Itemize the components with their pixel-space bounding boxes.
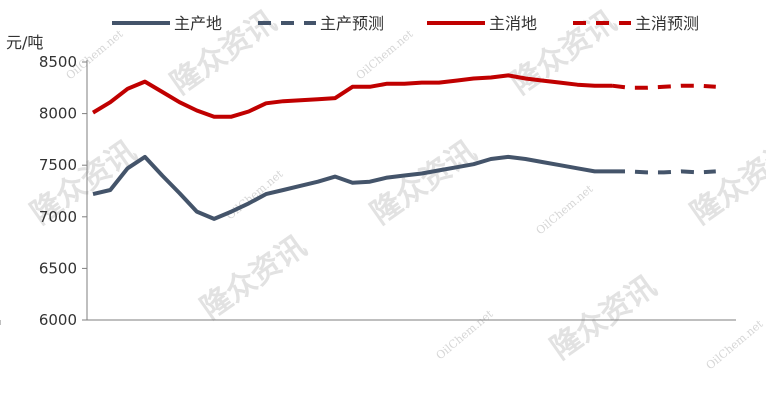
series-line-1	[92, 154, 612, 221]
watermark-subtext: OilChem.net	[224, 167, 286, 222]
series-line-2	[612, 169, 716, 175]
y-tick-label: 6500	[39, 259, 77, 277]
y-tick-label: 8000	[39, 105, 77, 123]
series-group	[91, 73, 716, 221]
watermark-subtext: OilChem.net	[704, 317, 766, 372]
watermark-subtext: OilChem.net	[354, 27, 416, 82]
series-line-3	[91, 73, 612, 119]
watermark-subtext: OilChem.net	[434, 307, 496, 362]
y-tick-label: 7000	[39, 208, 77, 226]
legend-label-3: 主消地	[489, 14, 537, 33]
y-tick-label: 6000	[39, 311, 77, 329]
y-tick-label: 7500	[39, 156, 77, 174]
axes: 6000650070007500800085002022/3/82022/3/1…	[0, 53, 736, 329]
y-axis-label: 元/吨	[6, 33, 43, 52]
watermark-text: 隆众资讯	[195, 229, 313, 326]
y-tick-label: 8500	[39, 53, 77, 71]
legend-label-4: 主消预测	[635, 14, 699, 33]
watermark-text: 隆众资讯	[685, 134, 766, 231]
watermark-subtext: OilChem.net	[534, 182, 596, 237]
watermark-text: 隆众资讯	[365, 134, 483, 231]
watermark-text: 隆众资讯	[545, 269, 663, 366]
series-line-4	[611, 83, 716, 90]
legend-label-1: 主产地	[174, 14, 222, 33]
legend-label-2: 主产预测	[320, 14, 384, 33]
legend: 主产地 主产预测 主消地 主消预测	[112, 14, 699, 33]
